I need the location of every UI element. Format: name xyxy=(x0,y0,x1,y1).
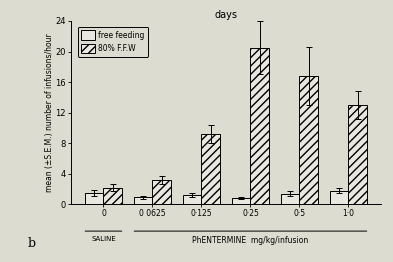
Legend: free feeding, 80% F.F.W: free feeding, 80% F.F.W xyxy=(78,27,149,57)
Bar xyxy=(134,198,152,204)
Text: b: b xyxy=(27,237,35,250)
Bar xyxy=(232,198,250,204)
Text: SALINE: SALINE xyxy=(91,237,116,242)
Bar xyxy=(299,76,318,204)
Text: PhENTERMINE  mg/kg/infusion: PhENTERMINE mg/kg/infusion xyxy=(192,237,309,245)
Title: days: days xyxy=(215,10,237,20)
Y-axis label: mean (±S.E.M.) number of infusions/hour: mean (±S.E.M.) number of infusions/hour xyxy=(45,33,54,192)
Bar xyxy=(250,48,269,204)
Bar xyxy=(85,193,103,204)
Bar xyxy=(202,134,220,204)
Bar xyxy=(349,105,367,204)
Bar xyxy=(183,195,202,204)
Bar xyxy=(103,188,122,204)
Bar xyxy=(281,194,299,204)
Bar xyxy=(330,191,349,204)
Bar xyxy=(152,180,171,204)
